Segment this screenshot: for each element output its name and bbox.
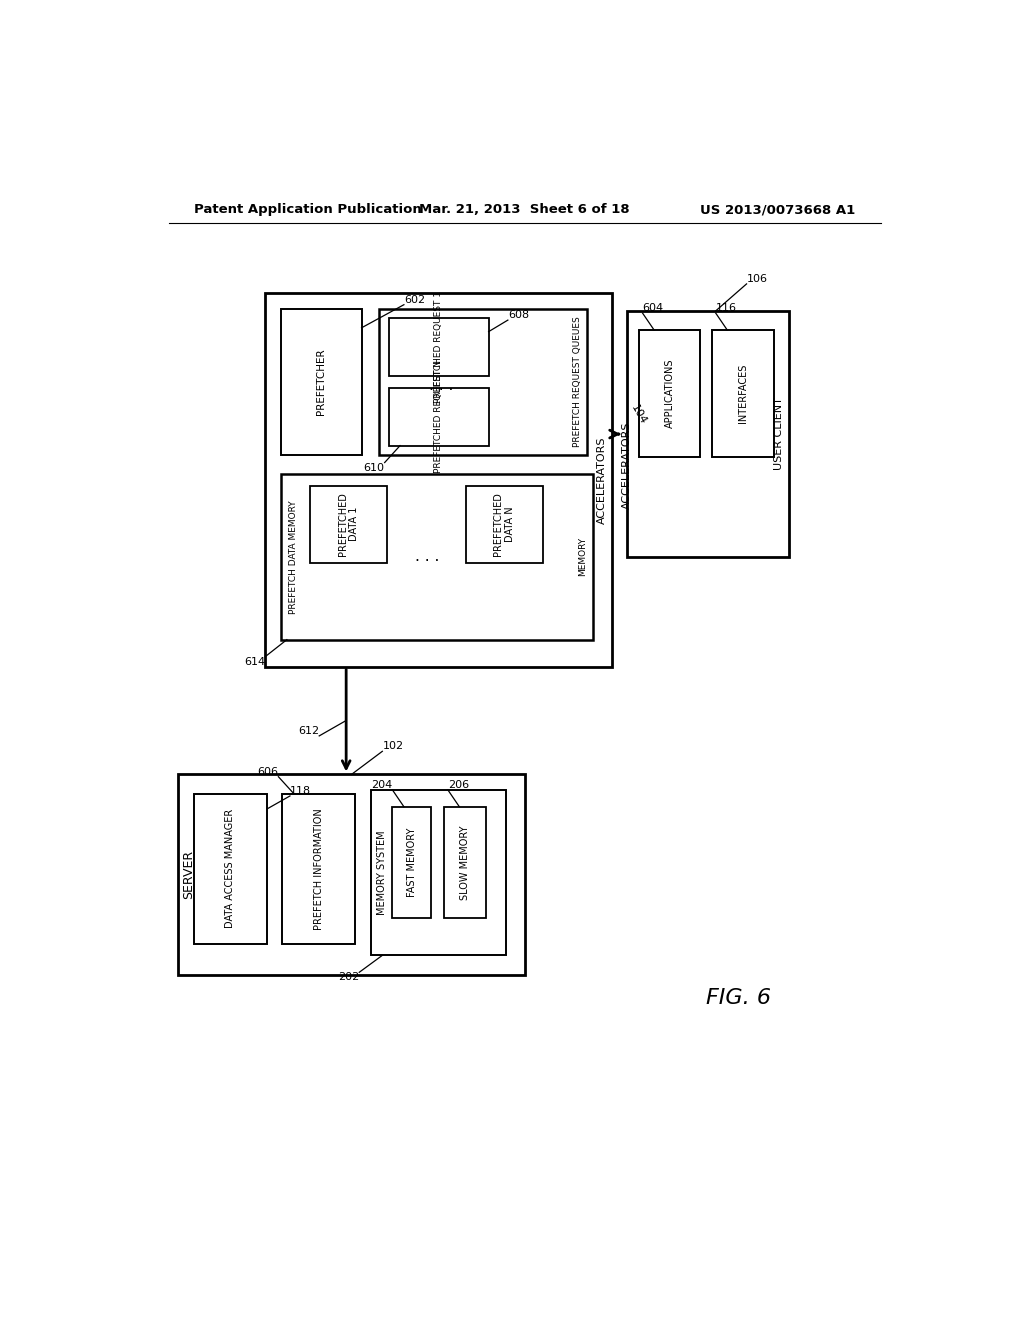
Text: ACCELERATORS: ACCELERATORS — [623, 421, 632, 508]
Text: PREFETCHED
DATA N: PREFETCHED DATA N — [494, 492, 515, 556]
Bar — [281, 309, 361, 455]
Text: INTERFACES: INTERFACES — [737, 364, 748, 424]
Text: PREFETCH REQUEST QUEUES: PREFETCH REQUEST QUEUES — [572, 317, 582, 447]
Text: 106: 106 — [746, 275, 768, 284]
Text: PREFETCHER: PREFETCHER — [316, 348, 326, 414]
Text: Mar. 21, 2013  Sheet 6 of 18: Mar. 21, 2013 Sheet 6 of 18 — [420, 203, 630, 216]
Text: 604: 604 — [643, 304, 664, 313]
Text: FIG. 6: FIG. 6 — [707, 987, 771, 1007]
Text: 610: 610 — [364, 462, 385, 473]
Bar — [388, 318, 488, 376]
Bar — [281, 474, 593, 640]
Text: Patent Application Publication: Patent Application Publication — [195, 203, 422, 216]
Bar — [639, 330, 700, 457]
Bar — [310, 486, 387, 562]
Bar — [392, 807, 431, 919]
Text: USER CLIENT: USER CLIENT — [774, 397, 784, 470]
Bar — [466, 486, 543, 562]
Bar — [283, 793, 355, 944]
Text: 204: 204 — [371, 780, 392, 789]
Text: 202: 202 — [338, 973, 359, 982]
Bar — [194, 793, 267, 944]
Text: 608: 608 — [508, 310, 529, 321]
Text: 116: 116 — [716, 304, 736, 313]
Bar — [178, 775, 524, 974]
Text: 614: 614 — [244, 656, 265, 667]
Text: ACCELERATORS: ACCELERATORS — [597, 436, 607, 524]
Text: PREFETCHED
DATA 1: PREFETCHED DATA 1 — [338, 492, 359, 556]
Bar — [712, 330, 773, 457]
Text: PREFETCH DATA MEMORY: PREFETCH DATA MEMORY — [289, 500, 298, 614]
Text: US 2013/0073668 A1: US 2013/0073668 A1 — [699, 203, 855, 216]
Text: 118: 118 — [290, 785, 311, 796]
Text: PREFETCH INFORMATION: PREFETCH INFORMATION — [313, 808, 324, 929]
Bar — [265, 293, 611, 667]
Bar — [379, 309, 587, 455]
Text: . . .: . . . — [415, 549, 439, 565]
Bar — [444, 807, 486, 919]
Text: FAST MEMORY: FAST MEMORY — [407, 828, 417, 898]
Text: 206: 206 — [447, 780, 469, 789]
Text: 104: 104 — [629, 403, 648, 426]
Text: 602: 602 — [403, 294, 425, 305]
Text: 612: 612 — [298, 726, 319, 737]
Text: 606: 606 — [257, 767, 279, 776]
Bar — [388, 388, 488, 446]
Text: DATA ACCESS MANAGER: DATA ACCESS MANAGER — [225, 809, 236, 928]
Text: 102: 102 — [382, 742, 403, 751]
Text: MEMORY: MEMORY — [579, 537, 587, 577]
Bar — [628, 312, 788, 557]
Text: SERVER: SERVER — [182, 850, 195, 899]
Text: PREFETCHED REQUEST N: PREFETCHED REQUEST N — [434, 360, 443, 474]
Bar — [371, 789, 506, 956]
Text: PREFETCHED REQUEST 1: PREFETCHED REQUEST 1 — [434, 290, 443, 403]
Text: . . .: . . . — [429, 378, 453, 393]
Text: MEMORY SYSTEM: MEMORY SYSTEM — [378, 830, 387, 915]
Text: SLOW MEMORY: SLOW MEMORY — [460, 825, 470, 900]
Text: APPLICATIONS: APPLICATIONS — [665, 359, 675, 429]
